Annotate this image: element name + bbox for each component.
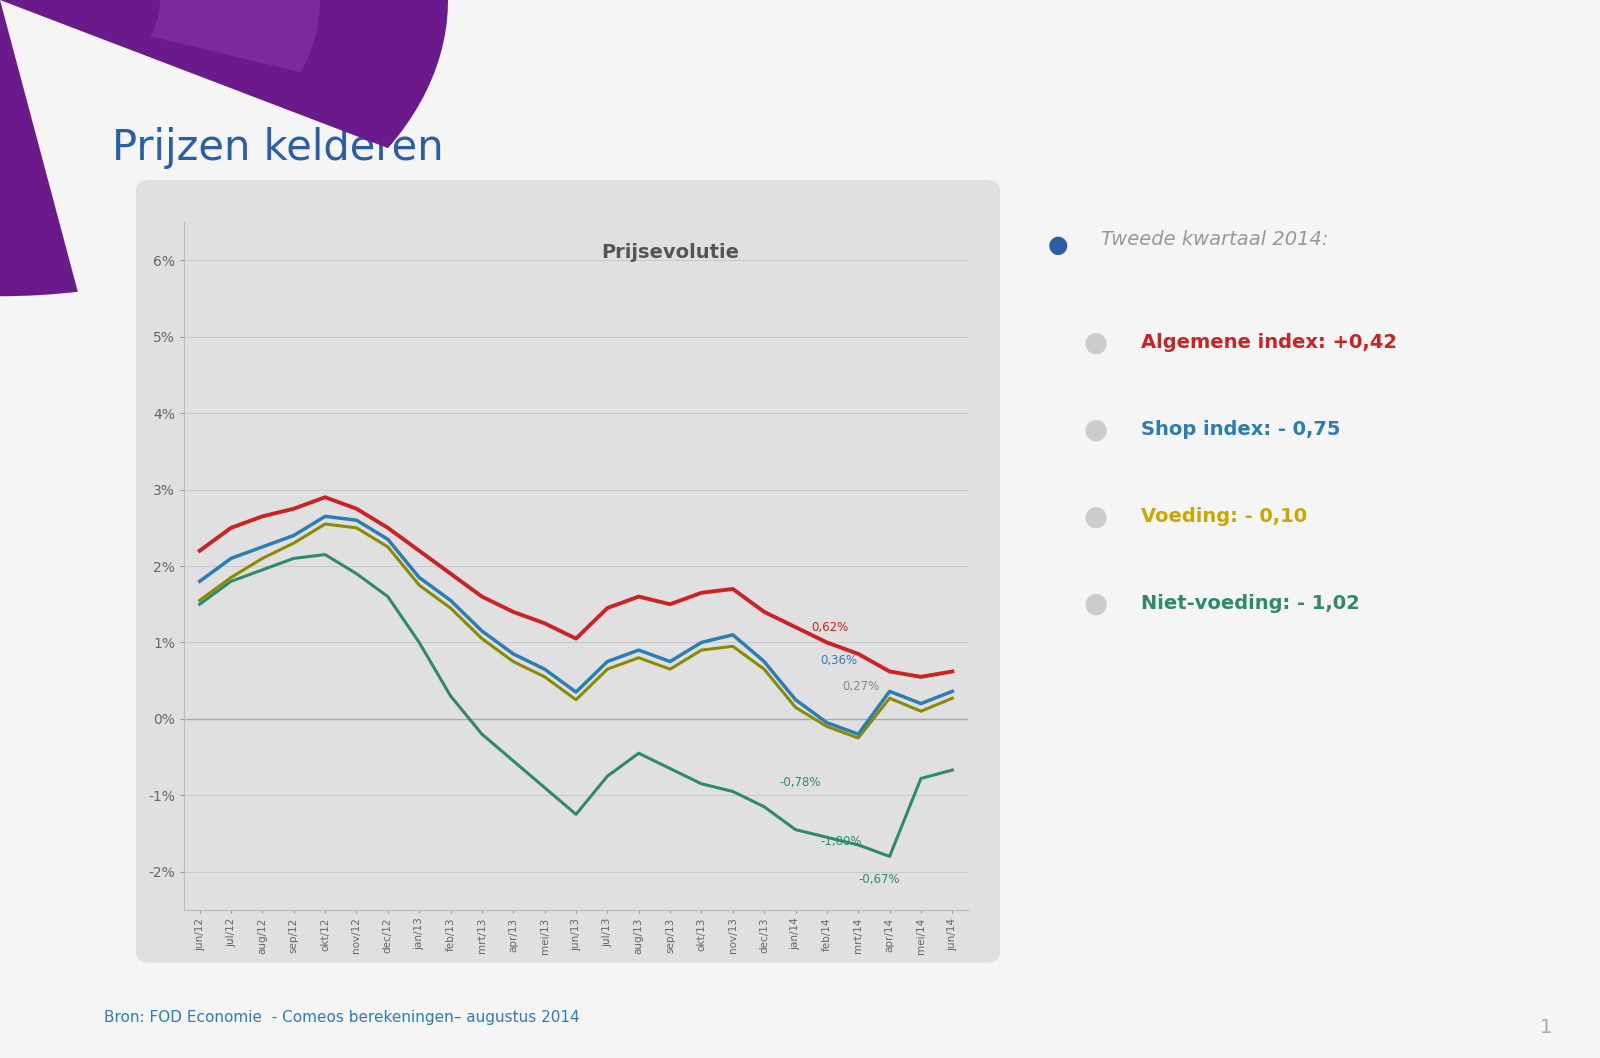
Text: 0,62%: 0,62% xyxy=(811,621,848,634)
Text: ●: ● xyxy=(1083,503,1107,530)
Text: Tweede kwartaal 2014:: Tweede kwartaal 2014: xyxy=(1101,230,1328,249)
Text: 0,27%: 0,27% xyxy=(843,680,880,693)
Text: Prijsevolutie: Prijsevolutie xyxy=(602,242,739,261)
Text: ●: ● xyxy=(1083,589,1107,617)
Text: ●: ● xyxy=(1083,329,1107,357)
Text: Shop index: - 0,75: Shop index: - 0,75 xyxy=(1141,420,1341,439)
Text: -0,78%: -0,78% xyxy=(779,777,821,789)
Text: ●: ● xyxy=(1048,233,1069,257)
Text: Algemene index: +0,42: Algemene index: +0,42 xyxy=(1141,333,1397,352)
Text: Niet-voeding: - 1,02: Niet-voeding: - 1,02 xyxy=(1141,594,1360,613)
Text: 0,36%: 0,36% xyxy=(821,654,858,667)
Text: -0,67%: -0,67% xyxy=(858,873,899,887)
Text: ●: ● xyxy=(1083,416,1107,443)
Text: Voeding: - 0,10: Voeding: - 0,10 xyxy=(1141,507,1307,526)
Text: -1,80%: -1,80% xyxy=(821,835,862,847)
Text: Prijzen kelderen: Prijzen kelderen xyxy=(112,127,443,169)
Text: 1: 1 xyxy=(1539,1018,1552,1037)
Text: Bron: FOD Economie  - Comeos berekeningen– augustus 2014: Bron: FOD Economie - Comeos berekeningen… xyxy=(104,1010,579,1025)
